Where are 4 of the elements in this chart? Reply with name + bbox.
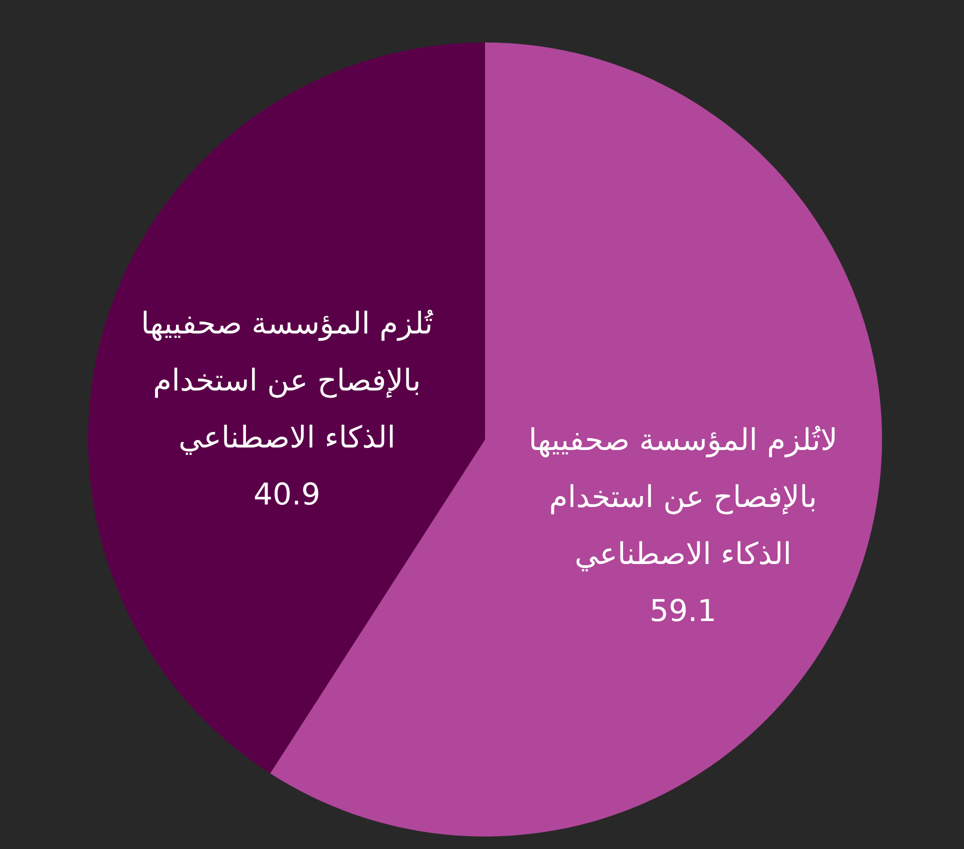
data-label: 40.9 <box>254 478 320 513</box>
slice-label: تُلزم المؤسسة صحفييها بالإفصاح عن استخدام الذكاء الاصطناعي <box>141 306 434 456</box>
slice-label: لاتُلزم المؤسسة صحفييها بالإفصاح عن استخدام الذكاء الاصطناعي <box>528 423 838 572</box>
data-label: 59.1 <box>650 594 716 630</box>
